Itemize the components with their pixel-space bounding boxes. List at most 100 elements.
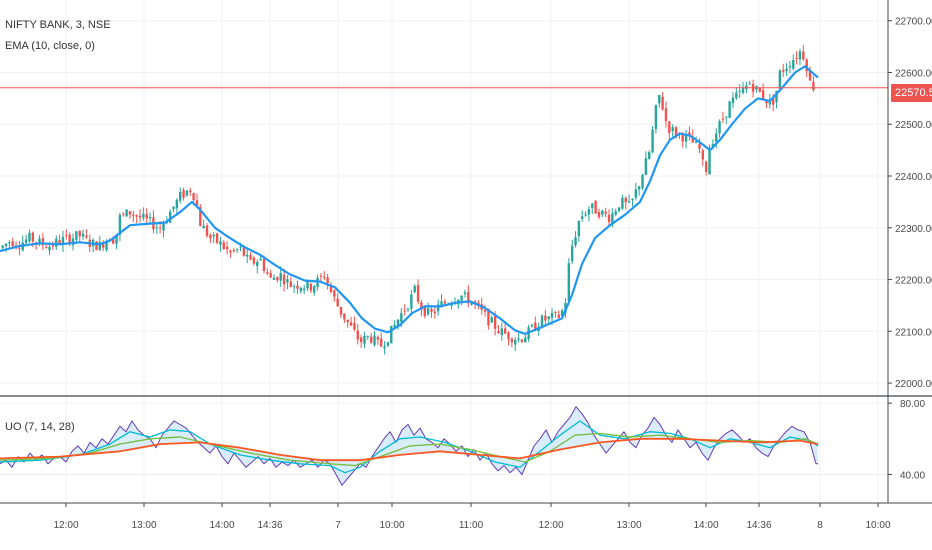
candle-body: [269, 273, 272, 278]
candle-body: [661, 96, 664, 110]
candle-body: [115, 234, 118, 244]
candle-body: [426, 308, 430, 315]
candle-body: [701, 150, 705, 160]
candle-body: [507, 332, 510, 340]
candle-body: [658, 95, 661, 104]
candle-body: [812, 81, 815, 90]
candle-body: [299, 287, 303, 292]
candle-body: [771, 97, 775, 105]
candle-body: [668, 121, 671, 133]
candle-body: [792, 60, 795, 69]
candle-body: [396, 319, 400, 327]
candle-body: [128, 211, 132, 215]
time-tick-label: 7: [335, 520, 341, 531]
candle-body: [356, 330, 359, 340]
candle-body: [1, 245, 4, 248]
candle-body: [353, 323, 356, 330]
candle-body: [132, 214, 135, 216]
candle-body: [85, 235, 88, 238]
candle-body: [336, 298, 339, 307]
candle-body: [105, 240, 108, 250]
candle-body: [591, 203, 594, 208]
candle-body: [168, 211, 172, 223]
candle-body: [41, 238, 45, 246]
uo-label: UO (7, 14, 28): [5, 421, 75, 433]
price-tick-label: 22300.00: [895, 224, 932, 235]
candle-body: [329, 285, 333, 292]
candle-body: [289, 281, 292, 287]
candle-body: [503, 328, 507, 334]
candle-body: [741, 87, 745, 93]
candle-body: [58, 240, 61, 244]
candle-body: [373, 335, 376, 345]
candle-body: [550, 312, 554, 318]
candle-body: [688, 132, 691, 136]
candle-body: [524, 337, 527, 343]
candle-body: [534, 322, 537, 331]
candle-body: [694, 141, 698, 143]
candle-body: [172, 206, 175, 210]
candle-body: [246, 254, 249, 257]
candle-body: [704, 161, 708, 172]
candle-body: [376, 337, 380, 340]
candle-body: [209, 234, 212, 239]
candle-body: [654, 105, 658, 129]
time-tick-label: 11:00: [459, 520, 484, 531]
candle-body: [805, 59, 808, 72]
candle-body: [55, 238, 58, 247]
candle-body: [634, 189, 638, 198]
candle-body: [145, 213, 148, 219]
candle-body: [175, 199, 179, 209]
candle-body: [229, 250, 232, 253]
candle-body: [483, 310, 487, 312]
candle-body: [738, 90, 741, 92]
price-tick-label: 22000.00: [895, 379, 932, 390]
candle-body: [239, 246, 242, 248]
candle-body: [95, 241, 98, 251]
candle-body: [101, 242, 105, 248]
candle-body: [65, 234, 68, 236]
candle-body: [199, 206, 202, 227]
uo-tick-label: 40.00: [900, 470, 925, 481]
candle-body: [617, 207, 621, 211]
candle-body: [400, 312, 403, 323]
candle-body: [698, 143, 701, 149]
candle-body: [75, 231, 78, 240]
candle-body: [604, 211, 607, 214]
candle-body: [31, 232, 35, 242]
candle-body: [443, 301, 447, 304]
candle-body: [544, 315, 547, 321]
ema-label: EMA (10, close, 0): [5, 40, 95, 52]
candle-body: [333, 290, 336, 297]
candle-body: [302, 288, 306, 291]
candle-body: [24, 239, 28, 243]
candle-body: [252, 257, 256, 264]
time-tick-label: 13:00: [131, 520, 156, 531]
candle-body: [520, 339, 524, 342]
candle-body: [406, 308, 410, 310]
candle-body: [403, 310, 406, 312]
candle-body: [38, 238, 41, 245]
candle-body: [587, 209, 591, 215]
candle-body: [778, 70, 782, 89]
uo-slow-line: [0, 437, 819, 462]
candle-body: [185, 190, 189, 196]
candle-body: [339, 306, 343, 315]
candle-body: [460, 295, 463, 301]
candle-body: [607, 214, 611, 223]
candle-body: [286, 279, 289, 283]
time-tick-label: 10:00: [379, 520, 404, 531]
candle-body: [497, 330, 500, 333]
candle-body: [215, 233, 219, 243]
candle-body: [390, 325, 393, 344]
candle-body: [500, 328, 504, 335]
candle-body: [142, 213, 145, 218]
candle-body: [262, 259, 266, 271]
price-tick-label: 22200.00: [895, 276, 932, 287]
candle-body: [748, 83, 751, 85]
candle-body: [691, 136, 694, 143]
candle-body: [61, 236, 65, 246]
price-tick-label: 22700.00: [895, 17, 932, 28]
time-tick-label: 12:00: [538, 520, 563, 531]
